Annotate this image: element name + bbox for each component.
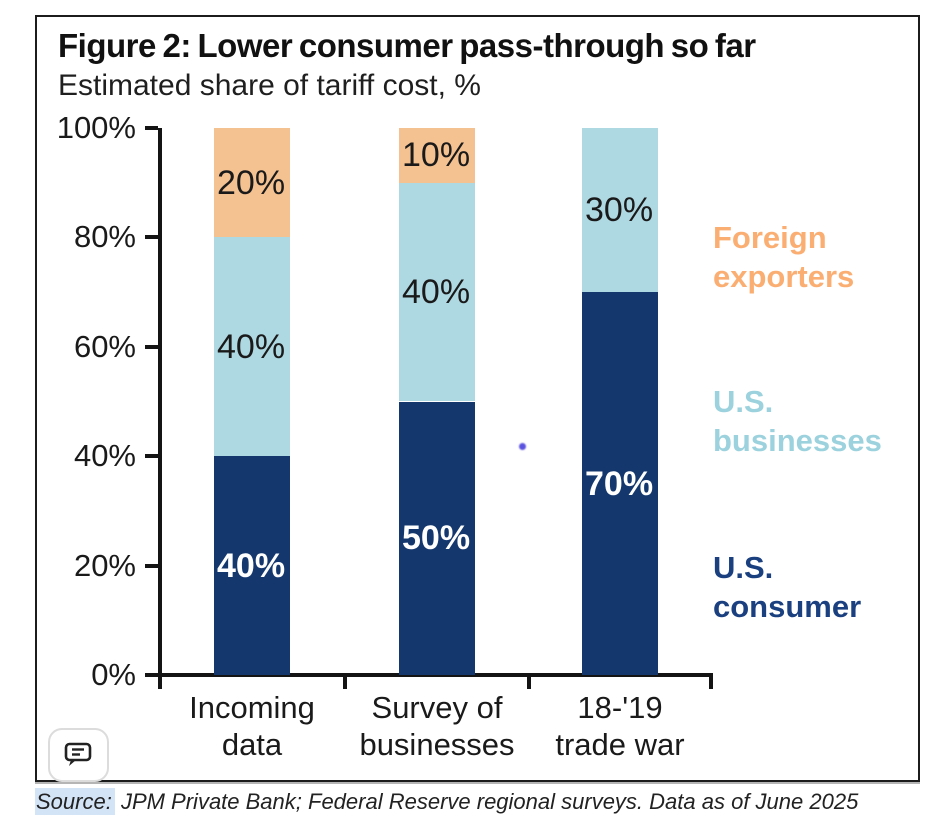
figure-title: Figure 2: Lower consumer pass-through so…	[58, 27, 756, 64]
x-axis-tick	[709, 677, 713, 689]
bar-segment	[399, 401, 475, 675]
x-axis-tick	[158, 677, 162, 689]
legend-item: Foreign exporters	[713, 220, 855, 294]
bar-value-label: 40%	[217, 546, 286, 585]
bar-segment	[582, 292, 658, 675]
bar-segment	[214, 128, 290, 238]
source-text: JPM Private Bank; Federal Reserve region…	[114, 789, 859, 814]
y-axis-tick	[145, 563, 158, 568]
bar-value-label: 50%	[402, 519, 471, 558]
source-line: Source: JPM Private Bank; Federal Reserv…	[35, 788, 859, 815]
bar-segment	[399, 128, 475, 183]
bar-value-label: 10%	[402, 136, 471, 175]
bar-value-label: 40%	[217, 327, 286, 366]
bar-segment	[214, 237, 290, 457]
y-axis-tick-label: 80%	[73, 219, 136, 255]
figure-subtitle: Estimated share of tariff cost, %	[58, 69, 481, 102]
x-axis-tick	[343, 677, 347, 689]
comment-icon	[64, 742, 94, 768]
y-axis-tick	[145, 235, 158, 240]
x-axis-tick	[527, 677, 531, 689]
y-axis-tick-label: 60%	[73, 328, 136, 364]
y-axis-tick	[145, 344, 158, 349]
y-axis-tick-label: 20%	[73, 547, 136, 583]
bar-segment	[214, 456, 290, 675]
category-label: Incoming data	[189, 690, 315, 762]
bar-value-label: 20%	[217, 163, 286, 202]
annotation-dot	[519, 443, 526, 450]
source-label: Source:	[35, 788, 115, 815]
y-axis-tick	[145, 673, 158, 677]
y-axis-tick-label: 0%	[91, 657, 136, 692]
legend-item: U.S. businesses	[713, 384, 882, 458]
y-axis-tick	[145, 126, 158, 130]
x-axis	[158, 673, 713, 677]
bar-segment	[399, 182, 475, 402]
bar-segment	[582, 128, 658, 293]
legend-item: U.S. consumer	[713, 550, 862, 624]
y-axis-tick-label: 100%	[56, 110, 136, 145]
bar-value-label: 70%	[585, 464, 654, 503]
figure-container: Figure 2: Lower consumer pass-through so…	[35, 15, 920, 782]
bar-value-label: 30%	[585, 191, 654, 230]
category-label: 18-'19 trade war	[555, 690, 685, 762]
comment-button[interactable]	[48, 728, 109, 782]
y-axis-tick	[145, 454, 158, 459]
bar-value-label: 40%	[402, 273, 471, 312]
y-axis-tick-label: 40%	[73, 438, 136, 474]
bar-chart: 0% 20% 40% 60% 80% 100% 40% 40% 20% Incoming data…	[37, 17, 918, 780]
category-label: Survey of businesses	[359, 690, 515, 762]
y-axis	[158, 128, 162, 679]
